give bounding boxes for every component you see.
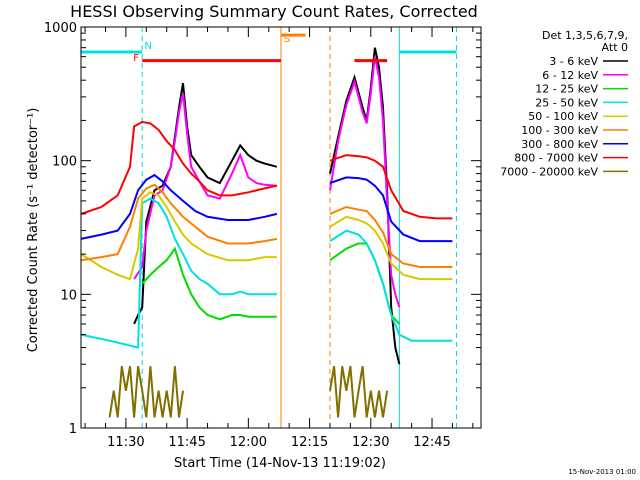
y-tick-label: 1 xyxy=(69,422,77,437)
plot-frame xyxy=(80,26,482,429)
x-tick-label: 12:30 xyxy=(352,435,389,450)
x-tick-label: 11:45 xyxy=(168,435,205,450)
legend-label: 7000 - 20000 keV xyxy=(500,165,598,178)
legend-label: 800 - 7000 keV xyxy=(514,152,598,165)
series-line xyxy=(133,83,278,325)
y-tick-label: 100 xyxy=(52,155,77,170)
series-line xyxy=(329,47,401,365)
axes: 1 10 100 1000 11:30 11:45 12:00 12:15 12:30 12:45 xyxy=(44,21,481,450)
series-line xyxy=(329,366,389,418)
series-line xyxy=(329,215,453,281)
marker-label: S xyxy=(284,34,290,45)
legend-label: 300 - 800 keV xyxy=(521,138,598,151)
y-tick-label: 1000 xyxy=(44,21,77,36)
series-line xyxy=(80,183,278,262)
x-tick-label: 11:30 xyxy=(107,435,144,450)
marker-label: F xyxy=(133,53,139,64)
series-line xyxy=(108,366,184,418)
y-axis-label: Corrected Count Rate (s⁻¹ detector⁻¹) xyxy=(26,108,41,353)
series-line xyxy=(80,120,278,215)
legend-header: Att 0 xyxy=(602,41,628,54)
legend-label: 6 - 12 keV xyxy=(542,69,598,82)
x-tick-label: 12:15 xyxy=(291,435,328,450)
legend-header: Det 1,3,5,6,7,9, xyxy=(542,29,628,42)
chart-title: HESSI Observing Summary Count Rates, Cor… xyxy=(70,2,478,21)
series-line xyxy=(329,205,453,268)
legend-label: 3 - 6 keV xyxy=(549,55,598,68)
series-line xyxy=(80,191,277,281)
legend-label: 100 - 300 keV xyxy=(521,124,598,137)
legend-label: 50 - 100 keV xyxy=(528,110,598,123)
x-axis-label: Start Time (14-Nov-13 11:19:02) xyxy=(174,456,386,471)
series-line xyxy=(141,246,277,321)
plot-area: NF S xyxy=(80,27,458,428)
series-line xyxy=(329,229,453,342)
series-line xyxy=(80,173,278,240)
legend-label: 12 - 25 keV xyxy=(535,83,598,96)
x-tick-label: 12:45 xyxy=(413,435,450,450)
x-tick-label: 12:00 xyxy=(230,435,267,450)
footer-date: 15-Nov-2013 01:00 xyxy=(568,468,636,476)
series-line xyxy=(80,197,277,349)
legend-label: 25 - 50 keV xyxy=(535,96,598,109)
marker-label: N xyxy=(144,41,151,52)
series-line xyxy=(329,176,453,243)
series-line xyxy=(329,154,453,220)
y-tick-label: 10 xyxy=(60,288,77,303)
